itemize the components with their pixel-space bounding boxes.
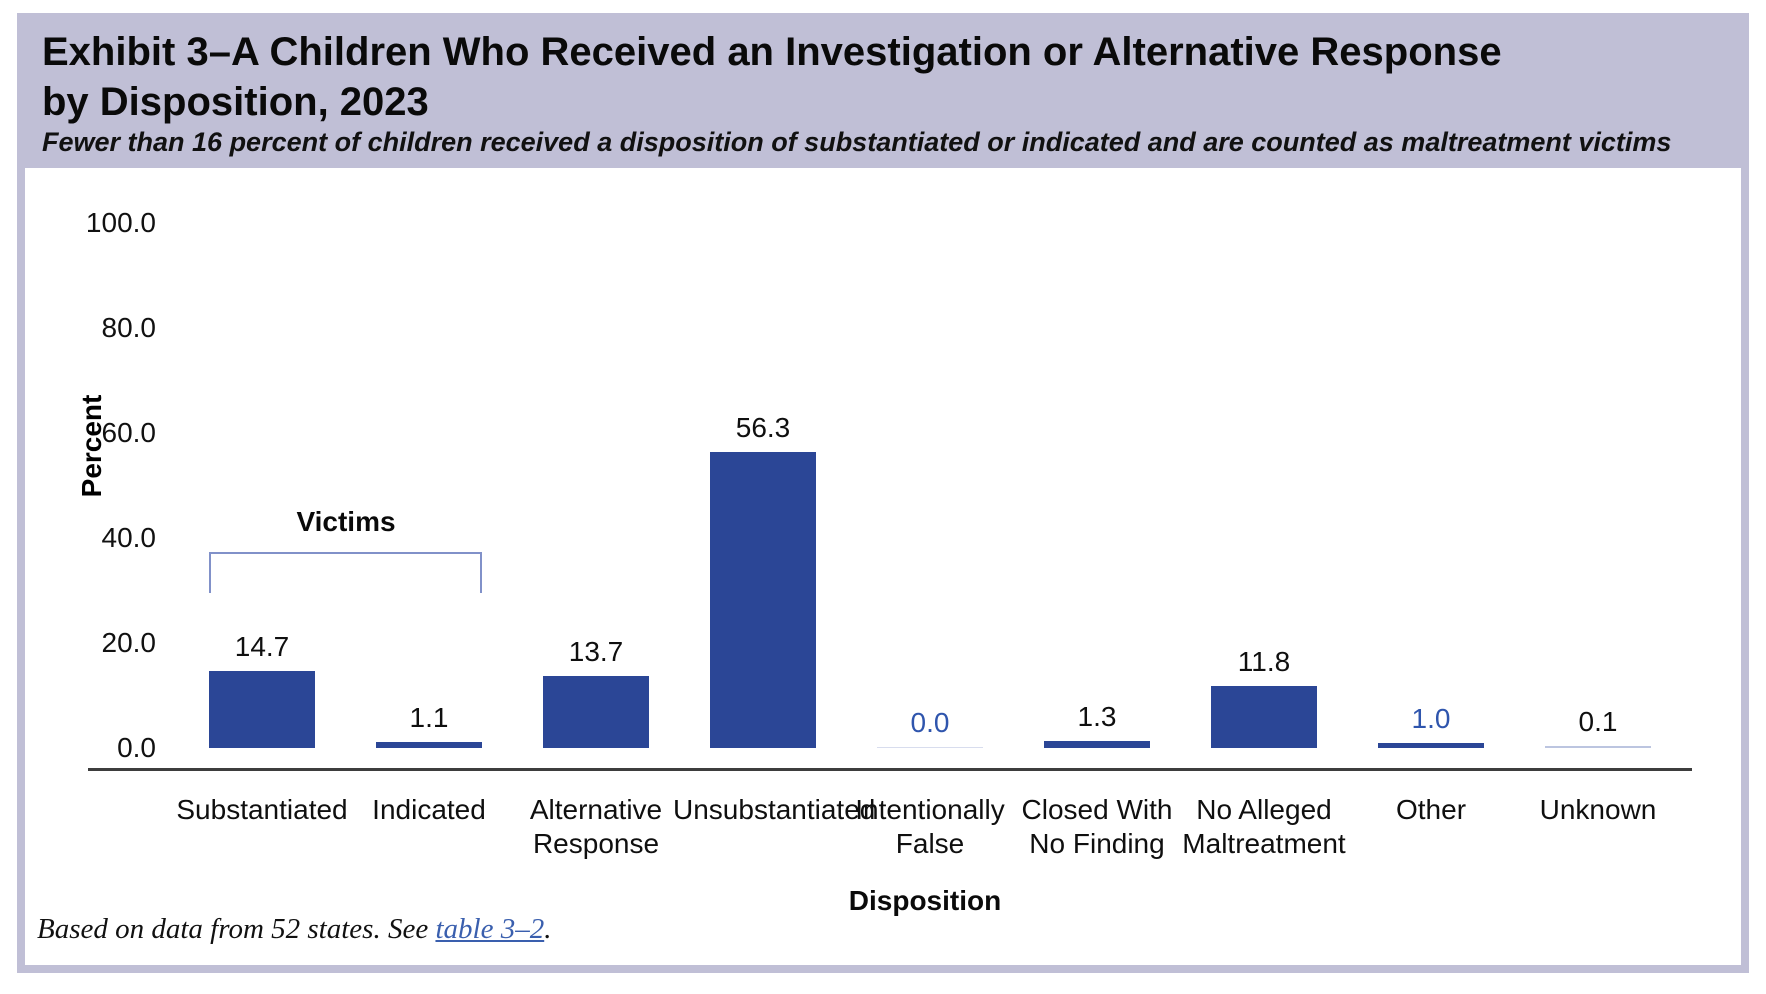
bar-value-label: 1.0 xyxy=(1411,703,1451,734)
exhibit-title: Exhibit 3–A Children Who Received an Inv… xyxy=(42,27,1502,127)
footnote-period: . xyxy=(544,913,552,945)
x-category-label: Unknown xyxy=(1539,794,1657,825)
bar-value-label: 11.8 xyxy=(1237,646,1291,677)
footnote-table-link[interactable]: table 3–2 xyxy=(435,913,545,945)
y-tick-label: 20.0 xyxy=(101,627,157,658)
bar xyxy=(376,742,482,748)
x-category-label: No Alleged Maltreatment xyxy=(1182,794,1346,859)
bar xyxy=(1211,686,1317,748)
victims-bracket xyxy=(209,552,482,593)
bar xyxy=(1378,743,1484,748)
bar xyxy=(209,671,315,748)
exhibit-subtitle: Fewer than 16 percent of children receiv… xyxy=(42,127,1672,157)
exhibit-header: Exhibit 3–A Children Who Received an Inv… xyxy=(25,21,1741,168)
y-tick-label: 40.0 xyxy=(101,522,157,553)
bar xyxy=(1545,746,1651,748)
y-tick-label: 100.0 xyxy=(85,207,156,238)
footnote: Based on data from 52 states. See table … xyxy=(37,913,551,946)
bar xyxy=(1044,741,1150,748)
bar xyxy=(877,747,983,748)
bar-value-label: 56.3 xyxy=(735,412,791,443)
x-category-label: Other xyxy=(1395,794,1467,825)
bar-value-label: 14.7 xyxy=(234,631,290,662)
y-tick-label: 80.0 xyxy=(101,312,157,343)
y-tick-label: 60.0 xyxy=(101,417,157,448)
x-category-label: Closed With No Finding xyxy=(1021,794,1173,859)
x-category-label: Substantiated xyxy=(176,794,348,825)
bar-value-label: 0.1 xyxy=(1578,706,1618,737)
x-category-label: Alternative Response xyxy=(529,794,663,859)
bar-value-label: 1.1 xyxy=(409,702,449,733)
y-tick-label: 0.0 xyxy=(117,732,156,763)
exhibit-frame: Exhibit 3–A Children Who Received an Inv… xyxy=(17,13,1749,973)
exhibit-title-line1: Exhibit 3–A Children Who Received an Inv… xyxy=(42,30,1502,74)
bar xyxy=(543,676,649,748)
bar-value-label: 13.7 xyxy=(568,636,624,667)
victims-annotation-label: Victims xyxy=(296,506,396,537)
bar-value-label: 1.3 xyxy=(1077,701,1117,732)
bar xyxy=(710,452,816,748)
exhibit-title-line2: by Disposition, 2023 xyxy=(42,80,429,124)
x-category-label: Unsubstantiated xyxy=(673,794,876,825)
x-category-label: Indicated xyxy=(372,794,486,825)
x-axis-title: Disposition xyxy=(848,885,1002,916)
x-axis-line xyxy=(88,768,1692,771)
footnote-text: Based on data from 52 states. See xyxy=(37,913,436,945)
bar-value-label: 0.0 xyxy=(910,707,950,738)
x-category-label: Intentionally False xyxy=(855,794,1005,859)
